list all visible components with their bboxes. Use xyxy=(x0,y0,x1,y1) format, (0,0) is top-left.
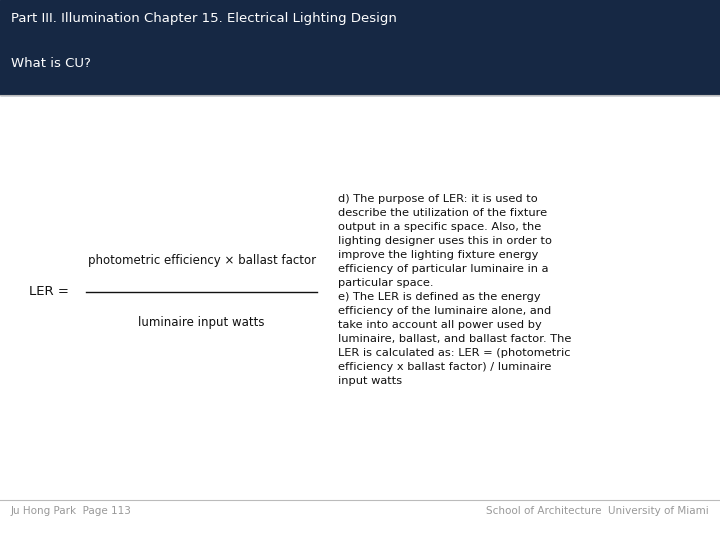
Text: What is CU?: What is CU? xyxy=(11,57,91,70)
Text: luminaire input watts: luminaire input watts xyxy=(138,316,265,329)
Bar xyxy=(0,0,720,94)
Text: Ju Hong Park  Page 113: Ju Hong Park Page 113 xyxy=(11,506,132,516)
Text: LER =: LER = xyxy=(29,285,73,298)
Text: School of Architecture  University of Miami: School of Architecture University of Mia… xyxy=(487,506,709,516)
Text: d) The purpose of LER: it is used to
describe the utilization of the fixture
out: d) The purpose of LER: it is used to des… xyxy=(338,194,572,387)
Text: Part III. Illumination Chapter 15. Electrical Lighting Design: Part III. Illumination Chapter 15. Elect… xyxy=(11,12,397,25)
Text: photometric efficiency × ballast factor: photometric efficiency × ballast factor xyxy=(88,254,315,267)
